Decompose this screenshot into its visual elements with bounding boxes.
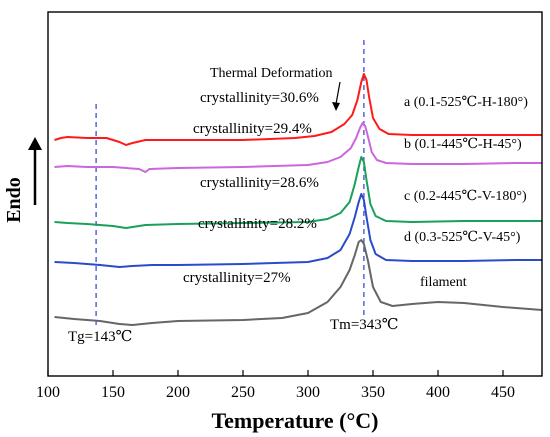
- x-tick-label: 350: [361, 384, 385, 401]
- thermal-deformation-annotation: Thermal Deformation: [210, 66, 341, 111]
- x-tick-label: 150: [101, 384, 125, 401]
- series-label-3: d (0.3-525℃-V-45°): [404, 230, 521, 245]
- crystallinity-label-4: crystallinity=27%: [183, 270, 291, 286]
- y-axis-label: Endo: [3, 177, 25, 223]
- series-line-0: [54, 73, 542, 146]
- x-tick-label: 300: [296, 384, 320, 401]
- x-tick-label: 250: [231, 384, 255, 401]
- x-tick-label: 400: [426, 384, 450, 401]
- tg-label: Tg=143℃: [68, 329, 132, 345]
- x-tick-label: 200: [166, 384, 190, 401]
- crystallinity-label-2: crystallinity=28.6%: [200, 175, 319, 191]
- thermal-deformation-label: Thermal Deformation: [210, 66, 332, 81]
- series-label-0: a (0.1-525℃-H-180°): [404, 95, 528, 110]
- x-tick-label: 100: [36, 384, 60, 401]
- series-label-1: b (0.1-445℃-H-45°): [404, 137, 522, 152]
- series-name-labels: a (0.1-525℃-H-180°) b (0.1-445℃-H-45°) c (…: [404, 95, 528, 290]
- crystallinity-label-0: crystallinity=30.6%: [200, 90, 319, 106]
- series-line-3: [54, 193, 542, 268]
- plot-frame: [47, 11, 543, 377]
- endo-arrow: [28, 137, 42, 205]
- series-label-4: filament: [420, 275, 467, 290]
- crystallinity-labels: crystallinity=30.6% crystallinity=29.4% cr…: [183, 90, 319, 286]
- series-line-1: [54, 122, 542, 173]
- x-axis-label: Temperature (°C): [211, 408, 378, 433]
- crystallinity-label-1: crystallinity=29.4%: [193, 121, 312, 137]
- x-tick-label: 450: [491, 384, 515, 401]
- series-line-2: [54, 156, 542, 229]
- y-axis-label-group: Endo: [3, 177, 25, 223]
- tm-label: Tm=343℃: [330, 317, 399, 333]
- x-axis-ticks: 100 150 200 250 300 350 400 450: [36, 370, 515, 401]
- series-label-2: c (0.2-445℃-V-180°): [404, 189, 527, 204]
- series-curves: [54, 73, 543, 326]
- crystallinity-label-3: crystallinity=28.2%: [198, 216, 317, 232]
- series-line-4: [54, 239, 543, 326]
